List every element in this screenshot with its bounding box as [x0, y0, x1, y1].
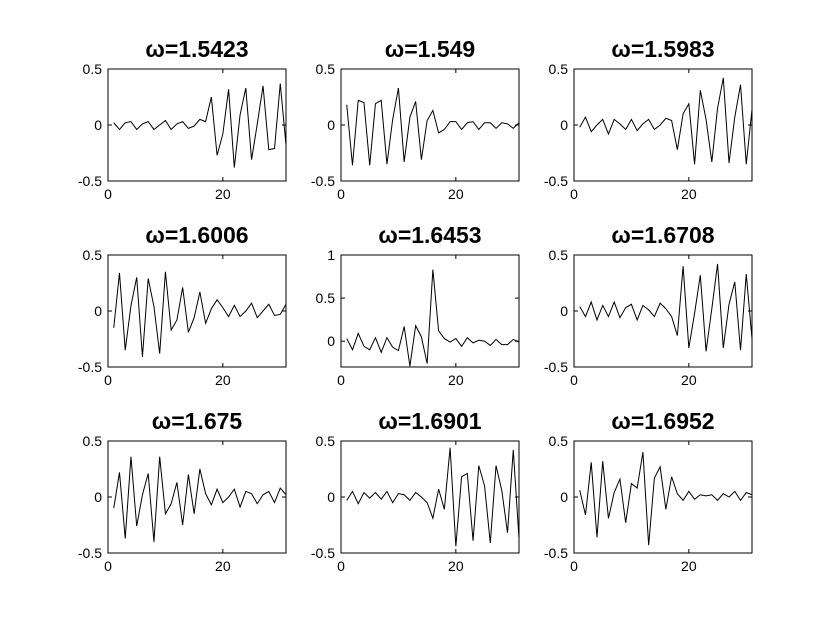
- x-tick-label: 0: [570, 372, 578, 388]
- subplot-5: ω=1.6453 0 0.5 1 0 20: [316, 222, 520, 388]
- x-tick-label: 20: [681, 186, 697, 202]
- subplot-title: ω=1.6952: [611, 408, 714, 434]
- y-tick-label: 0.5: [549, 247, 569, 263]
- y-tick-label: 0.5: [316, 290, 336, 306]
- series-line: [113, 456, 286, 542]
- subplot-title: ω=1.6708: [611, 222, 714, 248]
- y-tick-label: -0.5: [311, 173, 335, 189]
- x-tick-label: 20: [681, 558, 697, 574]
- y-tick-label: 0: [94, 117, 102, 133]
- subplot-8: ω=1.6901-0.500.50 20: [311, 408, 520, 574]
- subplot-title: ω=1.6901: [378, 408, 481, 434]
- x-tick-label: 20: [448, 558, 464, 574]
- x-tick-label: 0: [337, 558, 345, 574]
- x-tick-label: 20: [448, 186, 464, 202]
- y-tick-label: -0.5: [544, 359, 568, 375]
- axes-box: [340, 254, 520, 368]
- subplot-title: ω=1.6453: [378, 222, 481, 248]
- y-tick-label: 0: [327, 489, 335, 505]
- x-tick-label: 0: [570, 186, 578, 202]
- series-line: [346, 447, 519, 547]
- subplot-4: ω=1.6006-0.500.50 20: [78, 222, 287, 388]
- subplot-2: ω=1.549-0.500.50 20: [311, 36, 520, 202]
- x-tick-label: 0: [337, 186, 345, 202]
- series-line: [579, 263, 752, 352]
- y-tick-label: 0.5: [316, 61, 336, 77]
- series-line: [113, 83, 286, 168]
- y-tick-label: 1: [327, 247, 335, 263]
- y-tick-label: 0: [327, 333, 335, 349]
- subplot-title: ω=1.5423: [145, 36, 248, 62]
- subplot-title: ω=1.549: [385, 36, 475, 62]
- subplot-1: ω=1.5423-0.500.50 20: [78, 36, 287, 202]
- y-tick-label: -0.5: [544, 173, 568, 189]
- series-line: [346, 269, 519, 367]
- x-tick-label: 20: [215, 372, 231, 388]
- subplot-title: ω=1.675: [152, 408, 243, 434]
- y-tick-label: -0.5: [78, 545, 102, 561]
- y-tick-label: 0.5: [83, 247, 103, 263]
- y-tick-label: 0.5: [83, 61, 103, 77]
- series-line: [346, 87, 519, 166]
- y-tick-label: 0: [560, 303, 568, 319]
- y-tick-label: -0.5: [78, 359, 102, 375]
- y-tick-label: 0.5: [549, 433, 569, 449]
- y-tick-label: 0.5: [549, 61, 569, 77]
- subplot-9: ω=1.6952-0.500.50 20: [544, 408, 753, 574]
- y-tick-label: 0: [560, 489, 568, 505]
- subplot-6: ω=1.6708-0.500.50 20: [544, 222, 753, 388]
- x-tick-label: 0: [104, 186, 112, 202]
- y-tick-label: -0.5: [311, 545, 335, 561]
- x-tick-label: 20: [215, 186, 231, 202]
- subplot-title: ω=1.6006: [145, 222, 248, 248]
- x-tick-label: 20: [448, 372, 464, 388]
- y-tick-label: 0: [327, 117, 335, 133]
- y-tick-label: 0: [94, 489, 102, 505]
- y-tick-label: -0.5: [78, 173, 102, 189]
- x-tick-label: 0: [337, 372, 345, 388]
- series-line: [113, 271, 286, 357]
- y-tick-label: 0: [560, 117, 568, 133]
- x-tick-label: 20: [215, 558, 231, 574]
- subplot-title: ω=1.5983: [611, 36, 714, 62]
- x-tick-label: 20: [681, 372, 697, 388]
- series-line: [579, 452, 752, 546]
- y-tick-label: 0.5: [316, 433, 336, 449]
- y-tick-label: 0.5: [83, 433, 103, 449]
- subplot-7: ω=1.675-0.500.50 20: [78, 408, 287, 574]
- x-tick-label: 0: [104, 372, 112, 388]
- y-tick-label: -0.5: [544, 545, 568, 561]
- series-line: [579, 77, 752, 165]
- subplot-3: ω=1.5983-0.500.50 20: [544, 36, 753, 202]
- y-tick-label: 0: [94, 303, 102, 319]
- x-tick-label: 0: [570, 558, 578, 574]
- x-tick-label: 0: [104, 558, 112, 574]
